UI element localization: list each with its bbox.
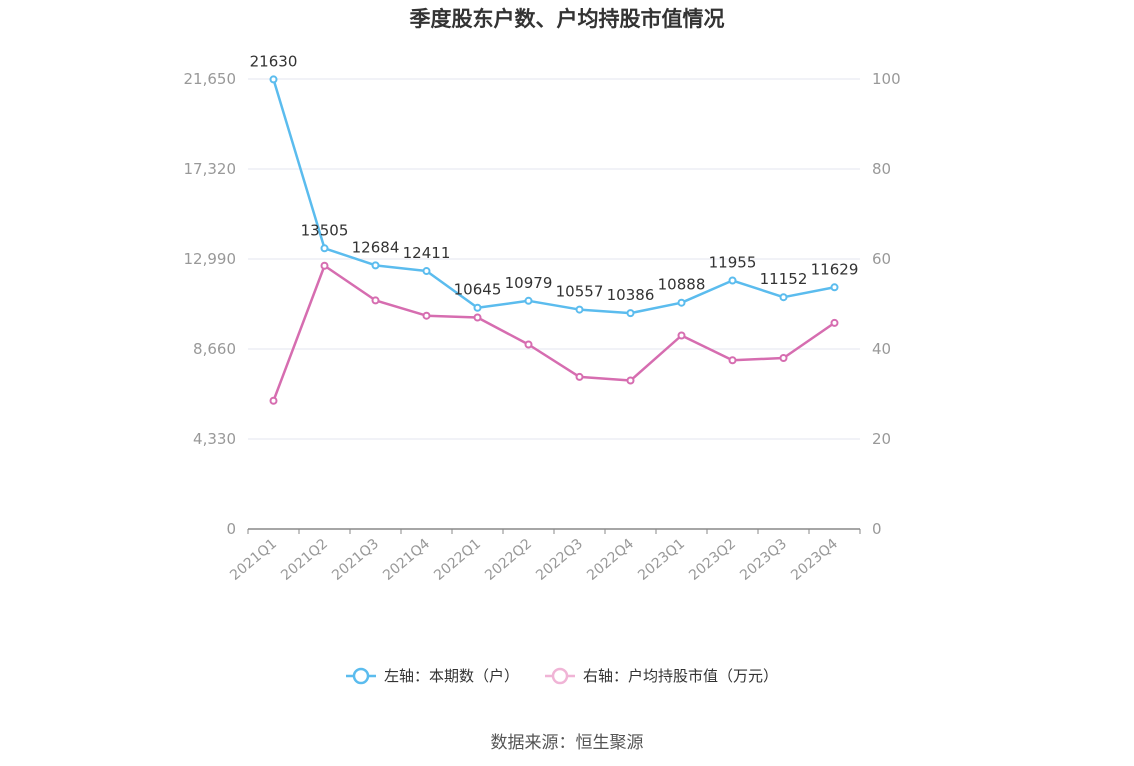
grid-lines: [248, 78, 860, 440]
data-point: [422, 311, 431, 320]
data-point: [320, 244, 329, 253]
series-group: [269, 75, 839, 405]
data-point: [626, 376, 635, 385]
data-point: [728, 276, 737, 285]
left-tick-label: 17,320: [184, 160, 237, 178]
data-point: [677, 298, 686, 307]
right-tick-label: 20: [872, 430, 891, 448]
data-label: 21630: [250, 52, 298, 70]
legend-label: 左轴：本期数（户）: [384, 667, 519, 685]
data-label: 13505: [301, 221, 349, 239]
x-tick-label: 2021Q4: [380, 536, 433, 584]
data-point: [524, 340, 533, 349]
data-point: [269, 396, 278, 405]
data-point: [830, 283, 839, 292]
data-point: [575, 305, 584, 314]
data-label: 10888: [658, 276, 706, 294]
data-point: [830, 318, 839, 327]
data-point: [422, 267, 431, 276]
data-point: [779, 354, 788, 362]
right-tick-label: 40: [872, 340, 891, 358]
data-label: 10645: [454, 281, 502, 299]
left-tick-label: 12,990: [184, 250, 237, 268]
data-label: 12411: [403, 244, 451, 262]
data-point: [473, 303, 482, 312]
x-tick-label: 2022Q3: [533, 536, 586, 584]
right-tick-label: 0: [872, 520, 882, 538]
series-line-0: [272, 79, 835, 315]
legend[interactable]: 左轴：本期数（户） 右轴：户均持股市值（万元）: [346, 667, 778, 685]
data-point: [371, 296, 380, 305]
x-tick-label: 2022Q4: [584, 536, 637, 584]
data-label: 10979: [505, 274, 553, 292]
right-axis: 0 20 40 60 80 100: [872, 70, 901, 538]
left-tick-label: 0: [226, 520, 236, 538]
series-line-1: [272, 264, 836, 402]
legend-item-0[interactable]: 左轴：本期数（户）: [346, 667, 519, 685]
data-label: 11152: [760, 270, 808, 288]
chart-title: 季度股东户数、户均持股市值情况: [410, 7, 725, 31]
left-tick-label: 8,660: [193, 340, 236, 358]
data-point: [320, 261, 329, 270]
data-label: 10386: [607, 286, 655, 304]
x-tick-label: 2022Q2: [482, 536, 535, 584]
legend-marker: [551, 667, 569, 685]
data-label: 10557: [556, 283, 604, 301]
data-label: 11629: [811, 260, 859, 278]
x-tick-label: 2022Q1: [431, 536, 484, 584]
left-tick-label: 4,330: [193, 430, 236, 448]
data-label: 11955: [709, 254, 757, 272]
data-point: [473, 313, 482, 322]
left-axis: 0 4,330 8,660 12,990 17,320 21,650: [184, 70, 237, 538]
x-tick-label: 2023Q1: [635, 536, 688, 584]
right-tick-label: 80: [872, 160, 891, 178]
x-tick-label: 2023Q3: [737, 536, 790, 584]
left-tick-label: 21,650: [184, 70, 237, 88]
data-point: [728, 356, 737, 365]
right-tick-label: 100: [872, 70, 901, 88]
x-tick-label: 2021Q1: [227, 536, 280, 584]
x-axis: 2021Q12021Q22021Q32021Q42022Q12022Q22022…: [227, 528, 861, 584]
right-tick-label: 60: [872, 250, 891, 268]
legend-item-1[interactable]: 右轴：户均持股市值（万元）: [545, 667, 778, 685]
source-note: 数据来源：恒生聚源: [491, 733, 644, 753]
data-point: [626, 309, 635, 318]
x-tick-label: 2023Q4: [788, 536, 841, 584]
data-point: [269, 75, 278, 84]
x-tick-label: 2023Q2: [686, 536, 739, 584]
data-point: [575, 372, 584, 381]
legend-label: 右轴：户均持股市值（万元）: [583, 667, 778, 685]
legend-marker: [352, 667, 370, 685]
data-point: [779, 293, 788, 302]
x-tick-label: 2021Q2: [278, 536, 331, 584]
x-tick-label: 2021Q3: [329, 536, 382, 584]
data-label: 12684: [352, 238, 400, 256]
data-point: [524, 296, 533, 305]
data-point: [677, 331, 686, 340]
data-point: [371, 261, 380, 270]
